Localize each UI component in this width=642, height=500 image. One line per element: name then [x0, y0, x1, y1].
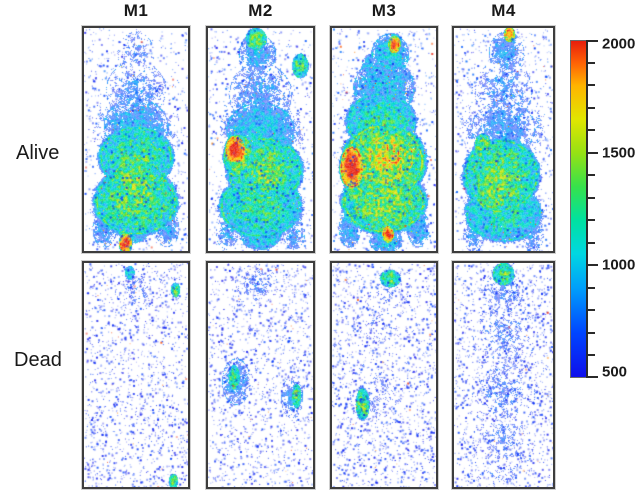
colorbar-major-tick	[587, 40, 598, 42]
colorbar-tick-label-1500: 1500	[602, 144, 636, 162]
colorbar-tick-label-500: 500	[602, 363, 628, 381]
colorbar-major-tick	[587, 264, 598, 267]
row-label-dead: Dead	[14, 349, 62, 371]
colorbar-minor-tick	[587, 331, 595, 334]
panel-dead-m4	[452, 261, 555, 489]
panel-alive-m3	[330, 26, 438, 253]
colorbar-minor-tick	[587, 196, 595, 199]
colorbar-minor-tick	[587, 84, 595, 87]
colorbar-tick-label-1000: 1000	[602, 256, 636, 274]
column-header-m2: M2	[248, 1, 273, 20]
heatmap-dead-m4	[454, 263, 553, 487]
heatmap-alive-m4	[454, 28, 553, 251]
colorbar-minor-tick	[587, 106, 595, 109]
colorbar-minor-tick	[587, 241, 595, 244]
heatmap-dead-m2	[208, 263, 313, 487]
heatmap-alive-m3	[332, 28, 436, 251]
heatmap-alive-m2	[208, 28, 313, 251]
panel-alive-m2	[206, 26, 315, 253]
colorbar-minor-tick	[587, 129, 595, 132]
panel-alive-m4	[452, 26, 555, 253]
colorbar-minor-tick	[587, 174, 595, 177]
colorbar-minor-tick	[587, 309, 595, 312]
heatmap-dead-m1	[84, 263, 188, 487]
colorbar-minor-tick	[587, 354, 595, 357]
colorbar-axis	[586, 40, 588, 378]
column-header-m4: M4	[491, 1, 516, 20]
panel-alive-m1	[82, 26, 190, 253]
colorbar-tick-label-2000: 2000	[602, 35, 636, 53]
panel-dead-m3	[330, 261, 438, 489]
row-label-alive: Alive	[16, 142, 60, 164]
column-header-m1: M1	[123, 1, 149, 20]
colorbar-major-tick	[587, 151, 598, 154]
colorbar-minor-tick	[587, 61, 595, 64]
colorbar-minor-tick	[587, 219, 595, 222]
heatmap-alive-m1	[84, 28, 188, 251]
colorbar-gradient	[570, 40, 587, 378]
colorbar-minor-tick	[587, 286, 595, 289]
heatmap-dead-m3	[332, 263, 436, 487]
panel-dead-m2	[206, 261, 315, 489]
colorbar: 2000 1500 1000 500	[570, 36, 642, 381]
colorbar-major-tick	[587, 376, 598, 378]
panel-dead-m1	[82, 261, 190, 489]
column-header-m3: M3	[371, 1, 397, 20]
